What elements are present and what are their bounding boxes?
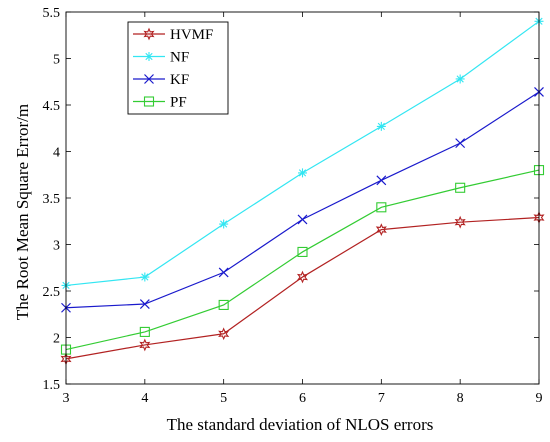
data-point-hvmf <box>454 215 466 229</box>
legend-item-hvmf: HVMF <box>133 27 213 43</box>
data-point-hvmf <box>218 327 230 341</box>
data-point-hvmf <box>375 223 387 237</box>
data-point-kf <box>218 267 229 278</box>
data-point-pf <box>218 299 229 311</box>
data-point-nf <box>376 121 386 131</box>
y-tick-label: 2 <box>53 332 60 347</box>
legend-marker-hvmf <box>143 27 155 41</box>
legend-label-hvmf: HVMF <box>170 27 213 43</box>
axes-layer: 3 4 5 6 7 8 9 1.5 2 2.5 3 3.5 4 4.5 5 5.5 <box>43 6 543 406</box>
data-point-pf <box>297 246 308 257</box>
y-tick-label: 5 <box>53 53 60 68</box>
x-tick-label: 4 <box>141 391 148 406</box>
legend-label-pf: PF <box>170 95 187 111</box>
x-tick-label: 9 <box>536 391 543 406</box>
data-point-kf <box>297 214 308 225</box>
legend-label-kf: KF <box>170 72 189 88</box>
series-layer <box>60 16 545 366</box>
legend-marker-pf <box>143 96 155 107</box>
x-axis-title: The standard deviation of NLOS errors <box>167 415 434 434</box>
legend-marker-kf <box>144 74 154 84</box>
x-tick-label: 8 <box>457 391 464 406</box>
data-point-nf <box>219 219 229 229</box>
data-point-hvmf <box>139 338 151 352</box>
y-tick-label: 5.5 <box>43 6 61 21</box>
data-point-kf <box>139 299 150 309</box>
data-point-nf <box>140 272 150 282</box>
legend-item-kf: KF <box>133 72 189 88</box>
legend-label-nf: NF <box>170 50 189 66</box>
series-line-hvmf <box>65 216 540 360</box>
data-point-pf <box>376 202 387 213</box>
y-axis-title: The Root Mean Square Error/m <box>13 104 32 320</box>
legend: HVMF NF KF PF <box>127 21 229 115</box>
data-point-pf <box>455 182 466 193</box>
series-line-pf <box>65 169 540 351</box>
data-point-hvmf <box>296 270 309 284</box>
data-point-nf <box>298 168 307 178</box>
series-nf <box>61 16 544 290</box>
y-tick-label: 1.5 <box>43 378 61 393</box>
x-tick-label: 3 <box>63 391 70 406</box>
legend-item-pf: PF <box>133 95 187 111</box>
y-tick-label: 3 <box>53 239 60 254</box>
y-tick-label: 2.5 <box>43 285 61 300</box>
data-point-nf <box>455 74 465 84</box>
x-tick-label: 5 <box>220 391 227 406</box>
data-point-pf <box>139 326 150 337</box>
data-point-kf <box>376 175 387 186</box>
x-tick-label: 7 <box>378 391 385 406</box>
y-tick-label: 4.5 <box>43 99 61 114</box>
legend-item-nf: NF <box>133 50 189 66</box>
legend-marker-nf <box>144 52 154 61</box>
x-tick-label: 6 <box>299 391 306 406</box>
y-tick-label: 3.5 <box>43 192 61 207</box>
axes-box <box>65 11 540 385</box>
data-point-kf <box>455 138 466 149</box>
y-tick-label: 4 <box>53 146 60 161</box>
